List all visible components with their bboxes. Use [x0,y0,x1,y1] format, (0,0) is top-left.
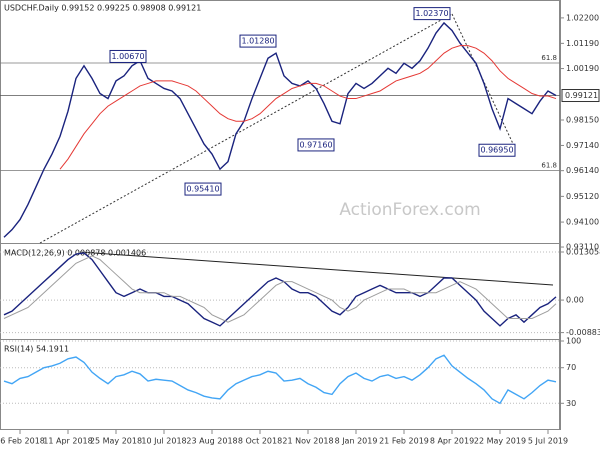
annotation-box [413,7,451,21]
x-tick-label: 21 Nov 2018 [282,437,333,446]
y-tick-label: 0.00 [566,296,584,305]
y-tick-label: 0.95120 [566,192,599,201]
y-tick-label: 0.93110 [566,243,599,252]
y-tick-label: 70 [566,363,576,372]
series-line [3,354,557,405]
x-tick-label: 8 Oct 2018 [238,437,282,446]
series-line [3,255,557,323]
annotation-box [184,182,222,196]
annotation-label: 1.02370 [415,9,448,18]
y-tick-label: 0.96140 [566,166,599,175]
y-tick-label: -0.008834 [566,328,600,337]
series-line [59,45,557,170]
annotation-label: 0.95410 [186,185,219,194]
annotation-label: 1.00670 [111,52,144,61]
x-tick-label: 22 May 2019 [474,437,526,446]
annotation-label: 0.97160 [299,140,332,149]
x-tick-label: 8 Apr 2019 [430,437,474,446]
x-tick-label: 11 Apr 2018 [43,437,92,446]
y-tick-label: 0.97140 [566,141,599,150]
panel-title: MACD(12,26,9) 0.000878 0.001406 [4,249,146,258]
last-price-box [561,89,600,103]
panel-title: USDCHF.Daily 0.99152 0.99225 0.98908 0.9… [4,4,201,13]
x-tick-label: 26 Feb 2018 [0,437,45,446]
y-tick-label: 1.00190 [566,64,599,73]
x-tick-label: 25 May 2018 [90,437,142,446]
x-tick-label: 8 Jan 2019 [335,437,378,446]
x-tick-label: 5 Jul 2019 [528,437,568,446]
x-tick-label: 23 Aug 2018 [186,437,237,446]
y-tick-label: 1.01190 [566,39,599,48]
annotation-box [109,49,147,63]
x-tick-label: 10 Jul 2018 [141,437,186,446]
y-tick-label: 100 [566,337,581,346]
y-tick-label: 0.98150 [566,115,599,124]
trendline [39,13,453,244]
watermark: ActionForex.com [339,200,480,220]
trendline [451,13,516,149]
annotation-label: 1.01280 [241,37,274,46]
series-line [3,21,557,238]
series-line [3,252,557,327]
x-tick-label: 21 Feb 2019 [379,437,429,446]
y-tick-label: 0.94100 [566,218,599,227]
last-price-label: 0.99121 [565,91,598,100]
retracement-label: 61.8 [541,162,557,170]
panel-title: RSI(14) 54.1911 [4,345,69,354]
annotation-label: 0.96950 [480,146,513,155]
y-tick-label: 30 [566,399,576,408]
annotation-box [297,138,335,152]
retracement-label: 61.8 [541,54,557,62]
annotation-box [239,34,277,48]
y-tick-label: 0.013058 [566,248,600,257]
annotation-box [478,143,516,157]
macd-trendline [79,251,554,286]
y-tick-label: 1.02200 [566,13,599,22]
frame [0,0,560,430]
